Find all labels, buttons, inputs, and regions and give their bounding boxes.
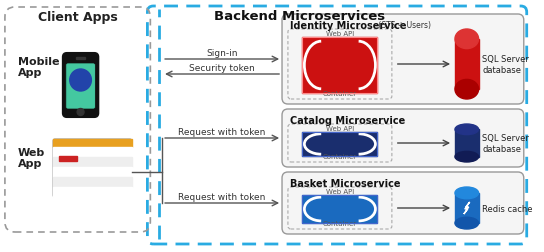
Text: SQL Server
database: SQL Server database	[483, 133, 529, 153]
Ellipse shape	[455, 124, 479, 135]
Ellipse shape	[455, 80, 479, 100]
Bar	[76, 58, 85, 60]
Text: Security token: Security token	[189, 64, 255, 73]
Text: Basket Microservice: Basket Microservice	[290, 178, 400, 188]
Text: Client Apps: Client Apps	[38, 11, 118, 24]
FancyBboxPatch shape	[66, 64, 95, 110]
Bar	[455, 193, 479, 223]
Bar	[53, 139, 132, 147]
Bar	[302, 195, 378, 223]
Text: App: App	[18, 68, 42, 78]
FancyBboxPatch shape	[63, 54, 98, 117]
Text: Web API: Web API	[326, 125, 354, 132]
Circle shape	[77, 109, 84, 116]
Bar	[53, 158, 132, 167]
Text: Container: Container	[323, 153, 357, 159]
Text: Web: Web	[18, 147, 45, 158]
Ellipse shape	[455, 217, 479, 229]
Text: Container: Container	[323, 220, 357, 226]
Text: App: App	[18, 158, 42, 168]
Text: SQL Server
database: SQL Server database	[483, 55, 529, 75]
FancyBboxPatch shape	[282, 110, 524, 167]
Ellipse shape	[455, 152, 479, 162]
Text: Catalog Microservice: Catalog Microservice	[290, 115, 405, 125]
Bar	[455, 130, 479, 157]
FancyBboxPatch shape	[282, 15, 524, 105]
Text: Request with token: Request with token	[178, 192, 266, 201]
Text: Web API: Web API	[326, 188, 354, 194]
Bar	[302, 133, 378, 156]
Bar	[53, 147, 132, 158]
Bar	[59, 156, 77, 161]
Text: Container: Container	[323, 91, 357, 97]
Bar	[53, 177, 132, 187]
Bar	[53, 167, 132, 177]
Text: Identity Microservice: Identity Microservice	[290, 21, 406, 31]
Bar	[455, 40, 479, 90]
Bar	[53, 187, 132, 197]
Bar	[302, 195, 378, 223]
FancyBboxPatch shape	[53, 139, 132, 197]
Bar	[302, 38, 378, 94]
FancyBboxPatch shape	[282, 172, 524, 234]
Text: Backend Microservices: Backend Microservices	[214, 10, 385, 23]
Text: Request with token: Request with token	[178, 128, 266, 137]
Text: Web API: Web API	[326, 31, 354, 37]
Bar	[302, 133, 378, 156]
Text: Redis cache: Redis cache	[483, 204, 533, 213]
Bar	[302, 38, 378, 94]
Circle shape	[70, 70, 91, 92]
Text: Mobile: Mobile	[18, 57, 59, 67]
Text: Sign-in: Sign-in	[206, 49, 238, 58]
Polygon shape	[464, 202, 469, 214]
Ellipse shape	[455, 187, 479, 199]
Text: (STS + Users): (STS + Users)	[375, 21, 430, 30]
Ellipse shape	[455, 30, 479, 49]
